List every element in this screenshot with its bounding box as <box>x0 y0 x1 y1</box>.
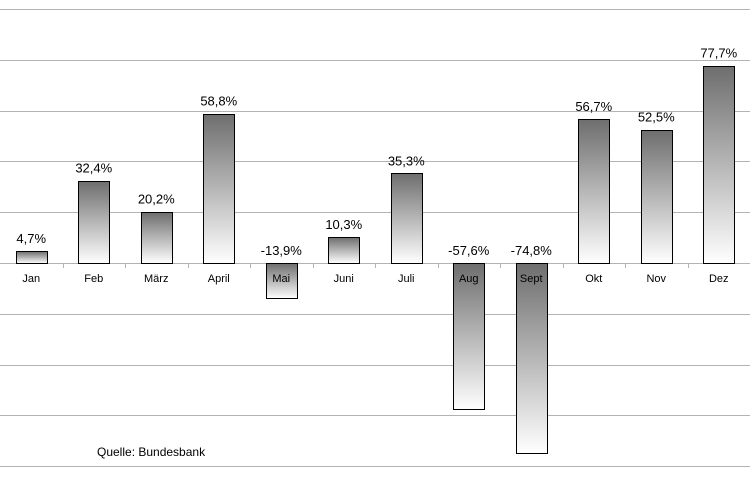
bar-juni <box>328 237 360 264</box>
category-label: Juni <box>334 273 354 285</box>
gridlines <box>0 9 750 467</box>
value-label: 20,2% <box>138 192 175 207</box>
value-label: 35,3% <box>388 153 425 168</box>
bar-aug <box>453 263 485 410</box>
category-label: Mai <box>272 273 290 285</box>
category-label: Dez <box>709 273 729 285</box>
bar-jan <box>16 251 48 264</box>
category-label: Feb <box>84 273 103 285</box>
bar-feb <box>78 181 110 264</box>
value-label: 56,7% <box>575 99 612 114</box>
bar-sept <box>516 263 548 454</box>
category-label: Okt <box>585 273 602 285</box>
bar-juli <box>391 173 423 264</box>
value-label: -74,8% <box>511 243 553 258</box>
category-label: Sept <box>520 273 543 285</box>
value-label: 32,4% <box>75 161 112 176</box>
value-label: -57,6% <box>448 243 490 258</box>
value-label: 52,5% <box>638 110 675 125</box>
bar-dez <box>703 66 735 264</box>
bar-mai <box>266 263 298 299</box>
category-label: April <box>208 273 230 285</box>
category-label: Juli <box>398 273 415 285</box>
value-label: -13,9% <box>261 243 303 258</box>
bar-nov <box>641 130 673 264</box>
source-label: Quelle: Bundesbank <box>97 445 206 459</box>
bar-okt <box>578 119 610 264</box>
category-label: Nov <box>646 273 666 285</box>
value-label: 58,8% <box>200 94 237 109</box>
labels: 4,7% Jan 32,4% Feb 20,2% März 58,8% April -13,9%… <box>16 46 737 285</box>
value-label: 77,7% <box>700 46 737 61</box>
category-label: Aug <box>459 273 479 285</box>
bar-märz <box>141 212 173 264</box>
value-label: 10,3% <box>325 217 362 232</box>
bar-april <box>203 114 235 264</box>
bars <box>16 66 735 454</box>
category-label: März <box>144 273 168 285</box>
category-label: Jan <box>22 273 40 285</box>
value-label: 4,7% <box>16 231 46 246</box>
